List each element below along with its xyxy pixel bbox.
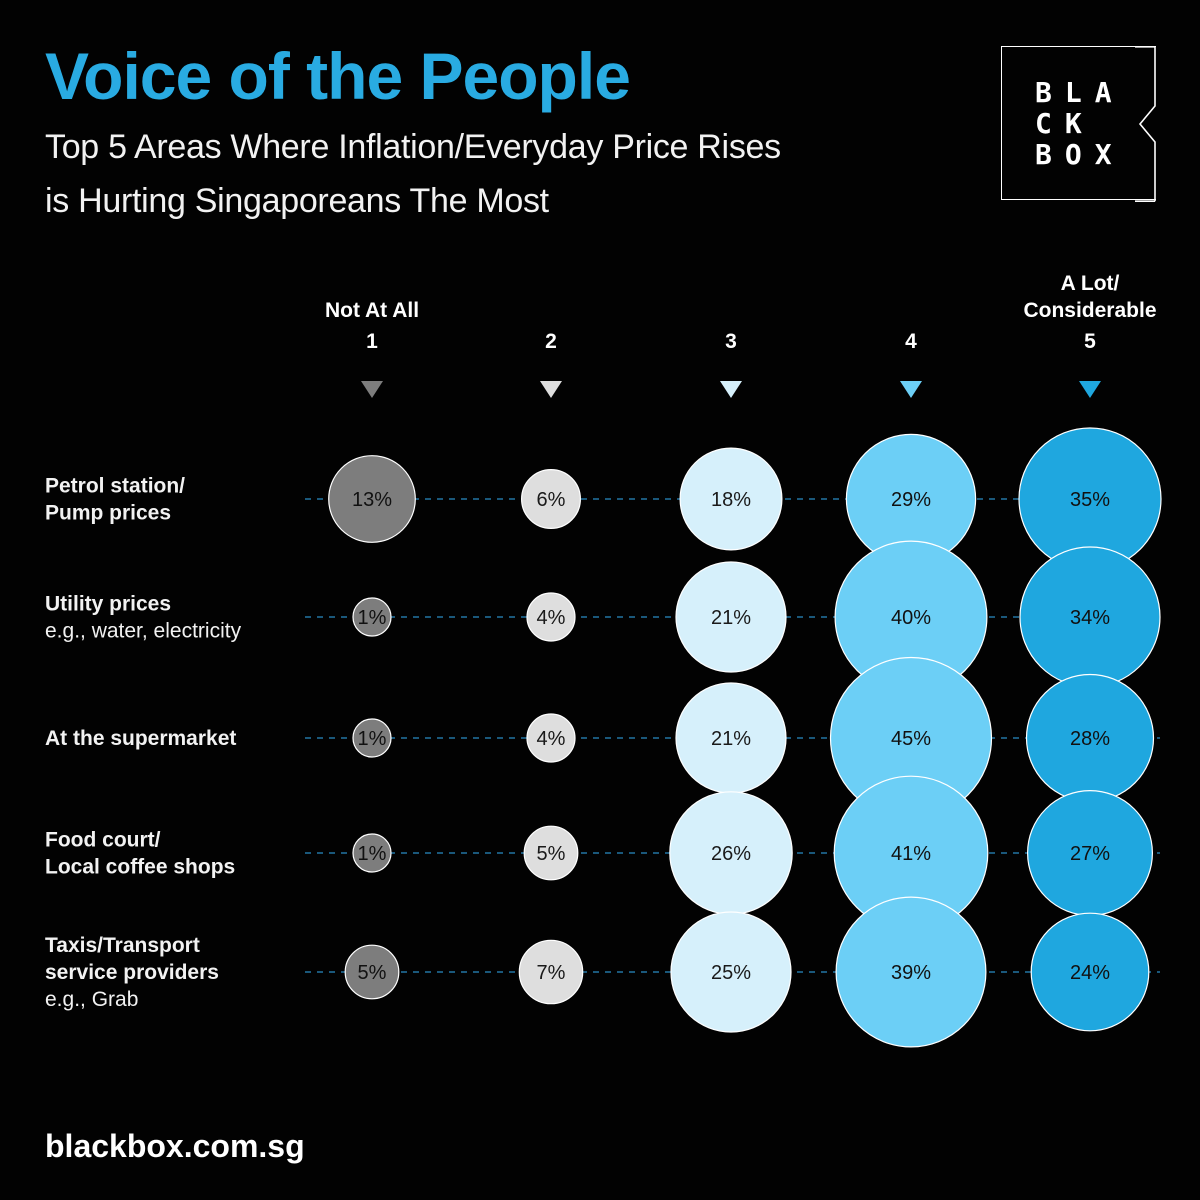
data-label-r5-c1: 5%	[358, 962, 387, 984]
row-label-3: At the supermarket	[45, 727, 236, 750]
column-number-2: 2	[545, 330, 557, 353]
bubble-r5-c2	[518, 939, 584, 1005]
data-label-r5-c4: 39%	[891, 962, 931, 984]
column-number-4: 4	[905, 330, 917, 353]
bubble-r1-c3	[679, 447, 783, 551]
row-label-4: Local coffee shops	[45, 856, 235, 879]
bubble-r2-c3	[675, 561, 787, 673]
column-marker-icon-3	[720, 381, 742, 398]
bubble-r4-c2	[523, 825, 579, 881]
column-number-5: 5	[1084, 330, 1096, 353]
bubble-r2-c2	[526, 592, 576, 642]
data-label-r4-c1: 1%	[358, 843, 387, 865]
data-label-r2-c1: 1%	[358, 607, 387, 629]
bubble-r5-c1	[344, 944, 400, 1000]
row-sublabel-5: e.g., Grab	[45, 988, 138, 1011]
row-label-1: Petrol station/	[45, 475, 185, 498]
data-label-r2-c3: 21%	[711, 607, 751, 629]
data-label-r1-c5: 35%	[1070, 489, 1110, 511]
bubble-r1-c1	[328, 455, 416, 543]
subtitle-line-1: Top 5 Areas Where Inflation/Everyday Pri…	[45, 128, 781, 166]
column-number-1: 1	[366, 330, 378, 353]
bubble-r5-c5	[1030, 912, 1150, 1032]
data-label-r3-c4: 45%	[891, 728, 931, 750]
data-label-r2-c2: 4%	[537, 607, 566, 629]
page-subtitle: Top 5 Areas Where Inflation/Everyday Pri…	[45, 120, 945, 228]
blackbox-logo: BLA CK BOX	[1001, 46, 1156, 200]
logo-row-3: BOX	[1035, 138, 1125, 171]
page-title: Voice of the People	[45, 39, 631, 113]
logo-row-1: BLA	[1035, 76, 1125, 109]
row-label-4: Food court/	[45, 829, 161, 852]
data-label-r5-c5: 24%	[1070, 962, 1110, 984]
data-label-r4-c3: 26%	[711, 843, 751, 865]
row-label-5: service providers	[45, 961, 219, 984]
data-label-r3-c1: 1%	[358, 728, 387, 750]
logo-notch-icon	[1135, 46, 1156, 202]
logo-row-2: CK	[1035, 107, 1095, 140]
data-label-r4-c5: 27%	[1070, 843, 1110, 865]
data-label-r1-c2: 6%	[537, 489, 566, 511]
row-label-1: Pump prices	[45, 502, 171, 525]
column-marker-icon-2	[540, 381, 562, 398]
bubble-r5-c3	[670, 911, 792, 1033]
column-marker-icon-5	[1079, 381, 1101, 398]
footer-url[interactable]: blackbox.com.sg	[45, 1128, 305, 1164]
bubble-r3-c1	[352, 718, 392, 758]
data-label-r3-c2: 4%	[537, 728, 566, 750]
data-label-r4-c2: 5%	[537, 843, 566, 865]
row-label-5: Taxis/Transport	[45, 934, 200, 957]
column-label-5: A Lot/	[1061, 272, 1120, 295]
row-sublabel-2: e.g., water, electricity	[45, 620, 242, 643]
column-marker-icon-4	[900, 381, 922, 398]
bubble-r2-c1	[352, 597, 392, 637]
column-label-1: Not At All	[325, 299, 419, 322]
data-label-r5-c3: 25%	[711, 962, 751, 984]
data-label-r1-c4: 29%	[891, 489, 931, 511]
column-marker-icon-1	[361, 381, 383, 398]
bubble-r1-c2	[520, 469, 581, 530]
data-label-r1-c3: 18%	[711, 489, 751, 511]
bubble-r5-c4	[835, 896, 987, 1048]
data-label-r3-c5: 28%	[1070, 728, 1110, 750]
data-label-r2-c5: 34%	[1070, 607, 1110, 629]
subtitle-line-2: is Hurting Singaporeans The Most	[45, 182, 549, 220]
bubble-r4-c1	[352, 833, 392, 873]
row-label-2: Utility prices	[45, 593, 171, 616]
bubble-r3-c2	[526, 713, 576, 763]
column-label-5: Considerable	[1023, 299, 1156, 322]
data-label-r4-c4: 41%	[891, 843, 931, 865]
data-label-r1-c1: 13%	[352, 489, 392, 511]
data-label-r5-c2: 7%	[537, 962, 566, 984]
data-label-r2-c4: 40%	[891, 607, 931, 629]
data-label-r3-c3: 21%	[711, 728, 751, 750]
column-number-3: 3	[725, 330, 737, 353]
